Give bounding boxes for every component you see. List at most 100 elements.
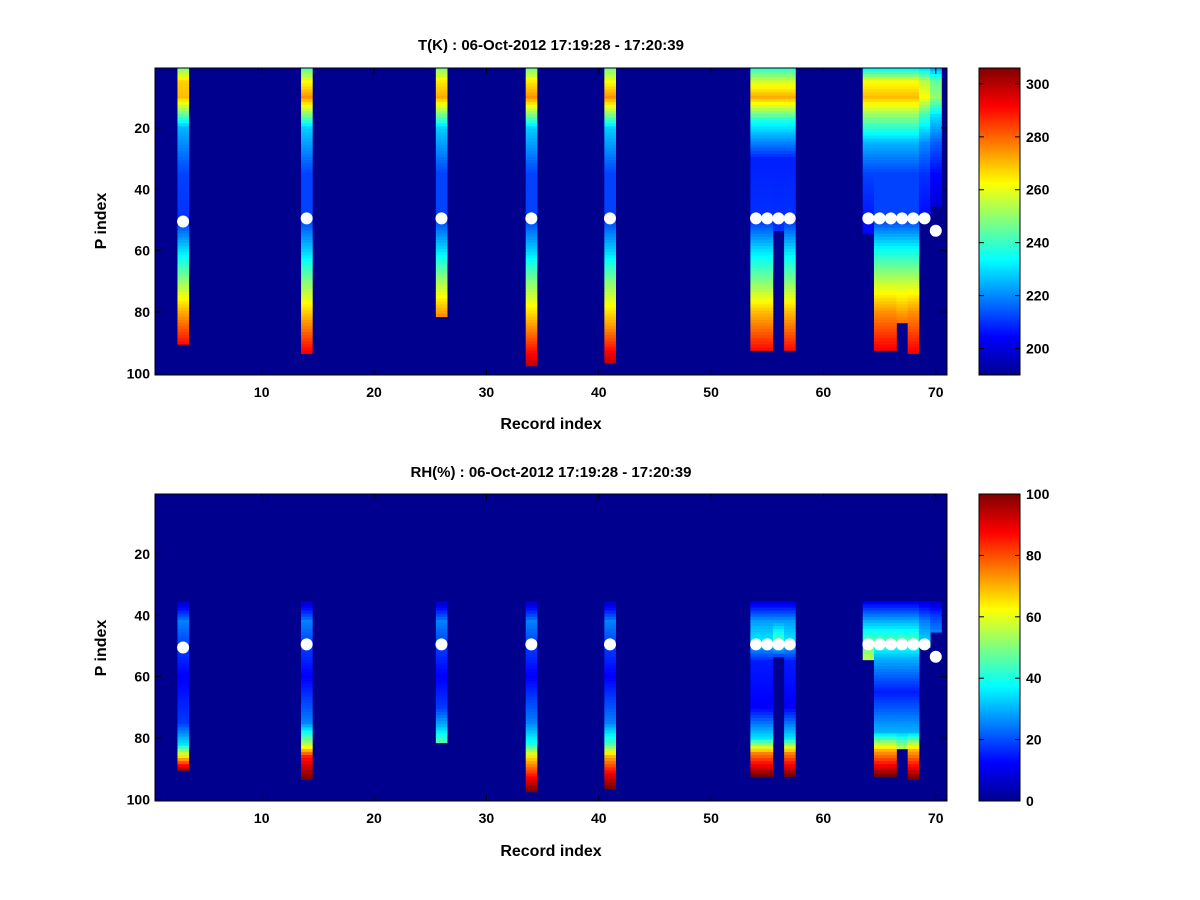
temperature-cell — [761, 172, 774, 176]
temperature-cell — [177, 316, 190, 321]
temperature-cell — [772, 206, 785, 210]
temperature-cell — [885, 267, 897, 272]
temperature-cell — [930, 153, 942, 158]
temperature-cell — [177, 144, 190, 149]
temperature-cell — [750, 344, 763, 348]
temperature-cell — [862, 166, 875, 170]
temperature-cell — [885, 313, 897, 318]
humidity-cell — [896, 693, 909, 698]
temperature-cell — [750, 98, 763, 103]
temperature-cell — [177, 325, 190, 330]
temperature-cell — [435, 242, 448, 247]
temperature-y-tick-label: 100 — [127, 365, 151, 381]
humidity-cell — [761, 693, 774, 698]
temperature-cell — [435, 169, 448, 173]
temperature-cell — [750, 95, 763, 100]
humidity-cell — [885, 684, 897, 688]
humidity-x-tick-label: 60 — [816, 810, 832, 826]
humidity-cell — [177, 653, 190, 658]
temperature-cell — [177, 279, 190, 284]
humidity-cell — [604, 626, 616, 630]
humidity-marker — [761, 638, 774, 651]
humidity-cell — [784, 745, 796, 750]
temperature-cell — [525, 77, 538, 81]
temperature-cell — [862, 184, 875, 189]
humidity-cell — [885, 616, 897, 621]
temperature-cell — [301, 335, 313, 339]
humidity-cell — [177, 632, 190, 636]
temperature-cell — [525, 341, 538, 345]
humidity-cell — [784, 629, 796, 633]
temperature-cell — [525, 68, 538, 72]
humidity-cell — [750, 693, 763, 698]
temperature-cell — [525, 150, 538, 155]
temperature-cell — [761, 89, 774, 93]
humidity-cell — [750, 678, 763, 682]
temperature-cell — [907, 160, 920, 164]
temperature-cell — [177, 86, 190, 90]
temperature-cell — [435, 114, 448, 118]
humidity-cell — [301, 705, 313, 710]
temperature-cell — [525, 350, 538, 354]
temperature-cell — [750, 325, 763, 330]
temperature-cell — [761, 110, 774, 115]
temperature-cell — [604, 95, 616, 100]
humidity-cell — [435, 613, 448, 618]
humidity-cell — [435, 626, 448, 630]
temperature-cell — [873, 230, 886, 235]
temperature-cell — [907, 107, 920, 112]
temperature-cell — [435, 150, 448, 155]
humidity-cell — [896, 739, 909, 744]
temperature-cell — [177, 110, 190, 115]
temperature-cell — [761, 261, 774, 265]
humidity-cell — [873, 699, 886, 704]
humidity-column-x64 — [862, 601, 875, 661]
temperature-cell — [761, 310, 774, 314]
temperature-cell — [435, 203, 448, 207]
temperature-cell — [761, 98, 774, 103]
temperature-cell — [918, 175, 931, 179]
temperature-cell — [761, 319, 774, 324]
temperature-cell — [750, 172, 763, 176]
humidity-cell — [907, 745, 920, 750]
temperature-cell — [873, 233, 886, 238]
temperature-cell — [301, 144, 313, 149]
temperature-cell — [301, 319, 313, 324]
humidity-cell — [177, 610, 190, 615]
temperature-cell — [435, 230, 448, 235]
temperature-cell — [896, 261, 909, 265]
humidity-cell — [761, 672, 774, 676]
humidity-cell — [896, 635, 909, 639]
temperature-cell — [862, 104, 875, 109]
humidity-cell — [873, 653, 886, 658]
humidity-cell — [301, 693, 313, 698]
temperature-cell — [930, 200, 942, 204]
temperature-cell — [604, 203, 616, 207]
temperature-cell — [885, 138, 897, 143]
humidity-cell — [301, 601, 313, 605]
humidity-cell — [301, 730, 313, 734]
temperature-cell — [918, 157, 931, 161]
humidity-cell — [761, 668, 774, 673]
humidity-cell — [604, 733, 616, 737]
temperature-cell — [761, 187, 774, 192]
temperature-cell — [435, 135, 448, 140]
temperature-cell — [784, 279, 796, 284]
temperature-cell — [784, 123, 796, 127]
temperature-cell — [862, 126, 875, 130]
humidity-cell — [784, 665, 796, 670]
humidity-cell — [750, 607, 763, 612]
humidity-cell — [301, 629, 313, 633]
temperature-cell — [604, 332, 616, 336]
temperature-cell — [784, 141, 796, 146]
temperature-cell — [750, 166, 763, 170]
temperature-colorbar-tick-label: 280 — [1026, 129, 1050, 145]
temperature-cell — [772, 126, 785, 130]
temperature-cell — [177, 150, 190, 155]
humidity-cell — [525, 761, 538, 765]
temperature-cell — [873, 313, 886, 318]
temperature-cell — [784, 242, 796, 247]
humidity-cell — [907, 607, 920, 612]
temperature-cell — [930, 89, 942, 93]
